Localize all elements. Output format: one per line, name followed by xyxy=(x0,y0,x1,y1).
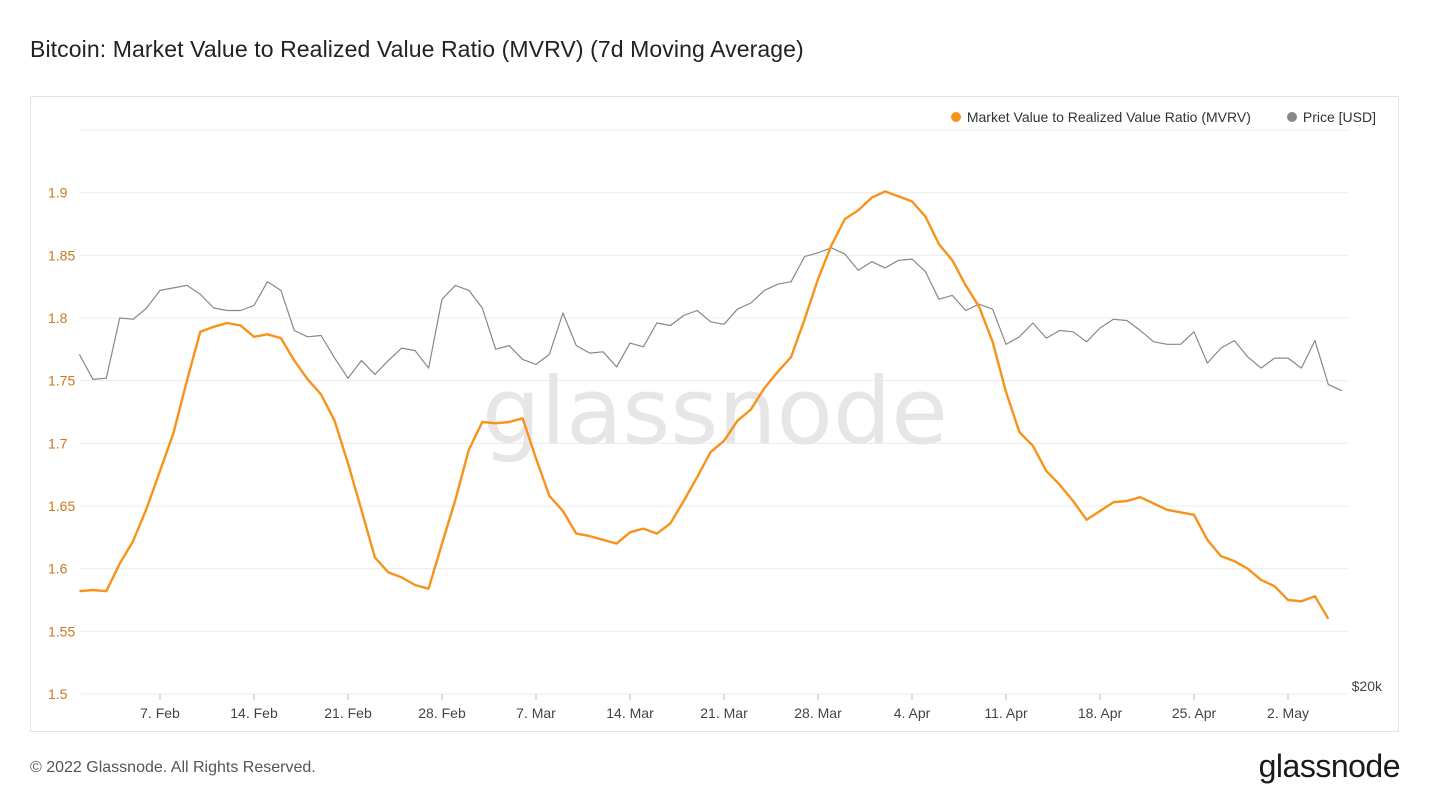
series-line-price xyxy=(78,247,1342,392)
x-tick-label: 21. Mar xyxy=(700,705,748,721)
legend-label-price: Price [USD] xyxy=(1302,109,1376,125)
y-tick-label: 1.65 xyxy=(48,498,75,514)
x-tick-label: 21. Feb xyxy=(324,705,372,721)
y-tick-label: 1.7 xyxy=(48,435,68,451)
x-tick-label: 28. Mar xyxy=(794,705,842,721)
x-tick-label: 2. May xyxy=(1267,705,1309,721)
y-tick-label: 1.8 xyxy=(48,310,68,326)
legend-label-mvrv: Market Value to Realized Value Ratio (MV… xyxy=(966,109,1251,125)
y-tick-label: 1.85 xyxy=(48,247,75,263)
y-axis-ticks: 1.5 1.55 1.6 1.65 1.7 1.75 1.8 1.85 1.9 xyxy=(48,185,75,702)
x-tick-label: 14. Mar xyxy=(606,705,654,721)
x-tick-label: 11. Apr xyxy=(984,705,1028,721)
grid-lines xyxy=(80,129,1348,695)
copyright: © 2022 Glassnode. All Rights Reserved. xyxy=(30,759,316,776)
x-tick-label: 18. Apr xyxy=(1078,705,1123,721)
x-tick-label: 7. Mar xyxy=(516,705,556,721)
x-tick-label: 28. Feb xyxy=(418,705,466,721)
chart-panel xyxy=(30,96,1399,732)
x-tick-label: 7. Feb xyxy=(140,705,180,721)
y-tick-label: 1.5 xyxy=(48,686,68,702)
y-tick-label: 1.6 xyxy=(48,561,68,577)
y-tick-label: 1.75 xyxy=(48,373,75,389)
series-lines xyxy=(78,190,1342,620)
chart-title: Bitcoin: Market Value to Realized Value … xyxy=(30,36,804,62)
legend-dot-mvrv xyxy=(950,112,961,122)
legend: Market Value to Realized Value Ratio (MV… xyxy=(950,109,1376,125)
right-axis-label: $20k xyxy=(1352,678,1383,694)
x-tick-label: 25. Apr xyxy=(1172,705,1217,721)
y-tick-label: 1.55 xyxy=(48,623,75,639)
legend-item-price[interactable]: Price [USD] xyxy=(1286,109,1376,125)
legend-dot-price xyxy=(1286,112,1297,122)
brand-logo: glassnode xyxy=(1258,748,1401,784)
legend-item-mvrv[interactable]: Market Value to Realized Value Ratio (MV… xyxy=(950,109,1251,125)
x-axis-ticks: 7. Feb 14. Feb 21. Feb 28. Feb 7. Mar 14. Mar… xyxy=(140,694,1309,721)
x-tick-label: 14. Feb xyxy=(230,705,278,721)
y-tick-label: 1.9 xyxy=(48,185,68,201)
series-line-mvrv xyxy=(79,190,1330,620)
x-tick-label: 4. Apr xyxy=(894,705,931,721)
